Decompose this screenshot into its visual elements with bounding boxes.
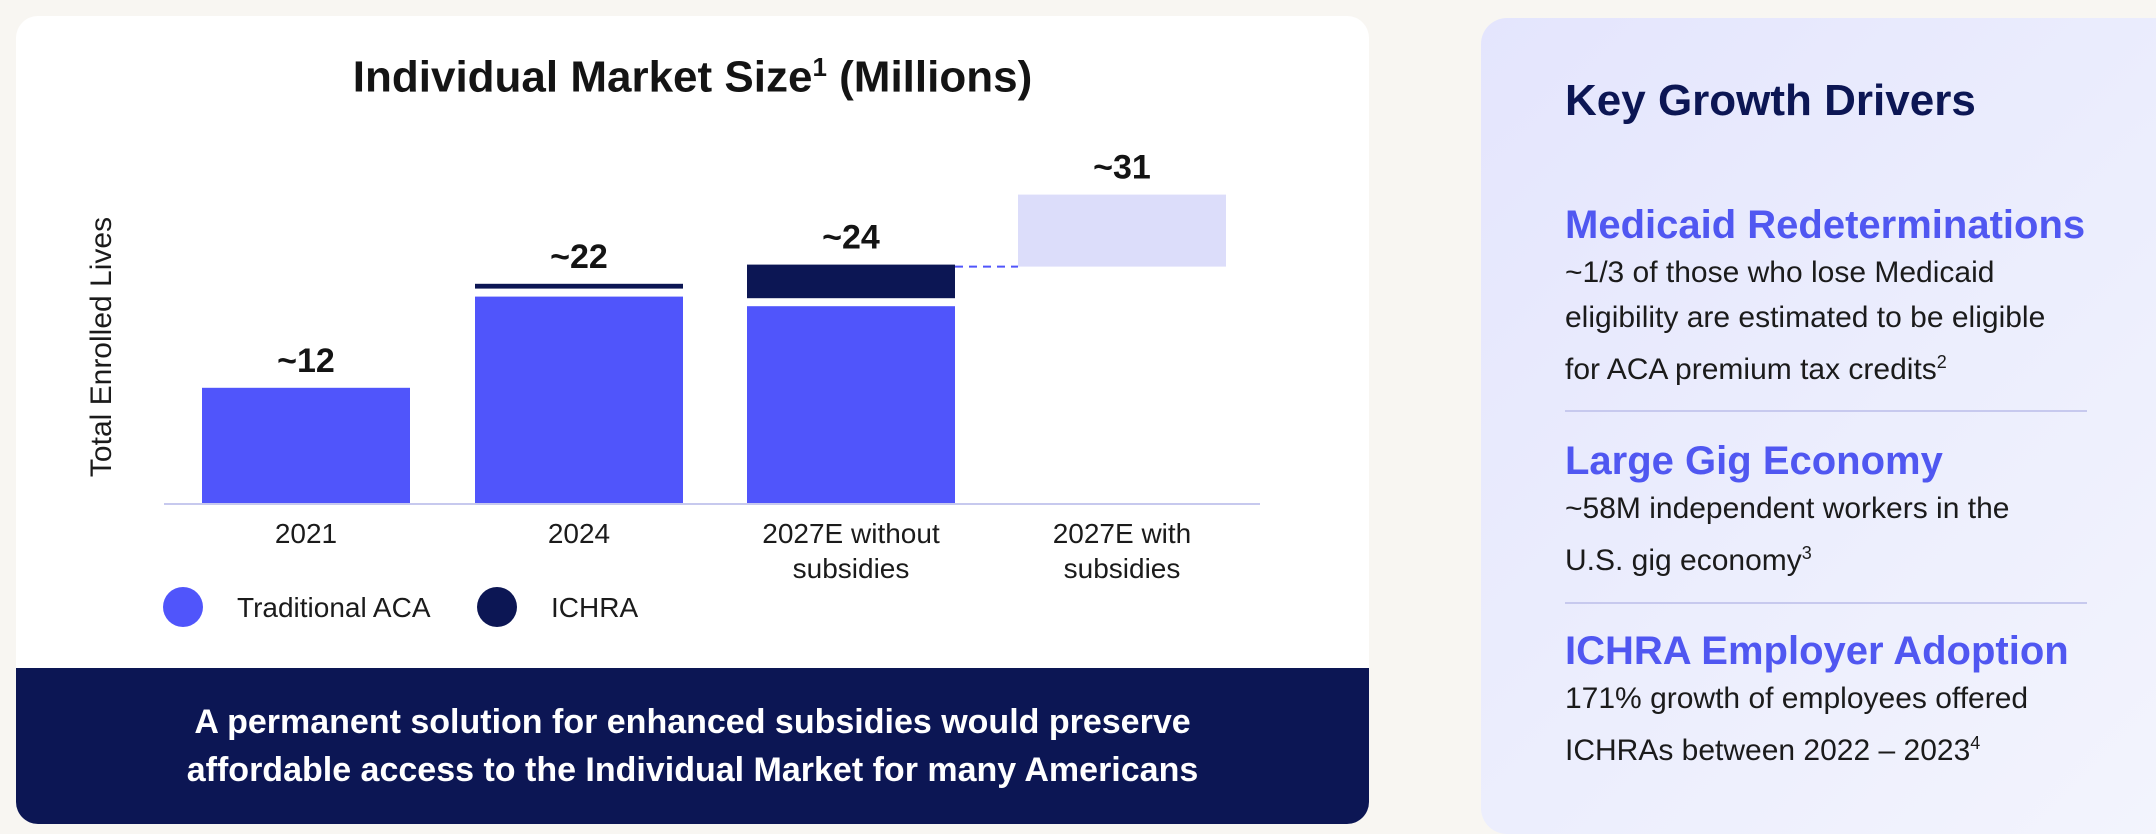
driver-line: eligibility are estimated to be eligible (1565, 301, 2046, 334)
bar-ichra (747, 264, 955, 299)
driver-line-text: for ACA premium tax credits (1565, 353, 1937, 386)
legend-label: ICHRA (551, 592, 638, 623)
bar-increment (1018, 194, 1226, 267)
chart-title: Individual Market Size1 (Millions) (16, 52, 1369, 103)
data-label: ~12 (277, 342, 335, 380)
bar-ichra (475, 283, 683, 289)
driver-medicaid: Medicaid Redeterminations ~1/3 of those … (1565, 200, 2105, 392)
y-axis-label: Total Enrolled Lives (85, 217, 118, 477)
growth-drivers-panel: Key Growth Drivers Medicaid Redeterminat… (1481, 18, 2156, 834)
chart-title-suffix: (Millions) (826, 52, 1033, 102)
legend-swatch (163, 587, 203, 627)
x-tick-label: 2021 (275, 518, 337, 549)
driver-line: U.S. gig economy3 (1565, 531, 2105, 583)
driver-text: 171% growth of employees offered ICHRAs … (1565, 676, 2105, 773)
driver-line: ~58M independent workers in the (1565, 492, 2010, 525)
driver-line: ICHRAs between 2022 – 20234 (1565, 721, 2105, 773)
footnote-marker: 4 (1970, 733, 1981, 753)
market-size-card: Individual Market Size1 (Millions) Total… (16, 16, 1369, 824)
driver-text: ~1/3 of those who lose Medicaid eligibil… (1565, 250, 2105, 392)
driver-text: ~58M independent workers in the U.S. gig… (1565, 486, 2105, 583)
driver-ichra-adoption: ICHRA Employer Adoption 171% growth of e… (1565, 626, 2105, 773)
bar-chart: Total Enrolled Lives ~12 ~22 ~24 ~31 2021 2024… (85, 149, 1260, 627)
x-tick-label: 2027E without (762, 518, 940, 549)
bar-traditional-aca (747, 306, 955, 503)
banner-line-2: affordable access to the Individual Mark… (186, 751, 1199, 789)
legend-swatch (477, 587, 517, 627)
driver-heading: ICHRA Employer Adoption (1565, 629, 2069, 673)
banner-line-1: A permanent solution for enhanced subsid… (194, 703, 1191, 741)
driver-gig-economy: Large Gig Economy ~58M independent worke… (1565, 436, 2105, 583)
x-tick-label: subsidies (1064, 553, 1181, 584)
footnote-marker: 3 (1801, 543, 1812, 563)
chart-title-text: Individual Market Size (352, 52, 813, 102)
driver-line: 171% growth of employees offered (1565, 682, 2029, 715)
x-tick-label: 2027E with (1053, 518, 1192, 549)
driver-heading: Medicaid Redeterminations (1565, 203, 2086, 247)
legend-label: Traditional ACA (237, 592, 431, 623)
driver-line: for ACA premium tax credits2 (1565, 340, 2105, 392)
divider (1565, 410, 2087, 412)
bar-traditional-aca (202, 387, 410, 503)
data-label: ~24 (822, 219, 880, 257)
x-tick-label: 2024 (548, 518, 610, 549)
divider (1565, 602, 2087, 604)
chart-title-footnote: 1 (812, 52, 827, 82)
data-label: ~31 (1093, 149, 1151, 187)
footnote-marker: 2 (1936, 352, 1947, 372)
bar-traditional-aca (475, 296, 683, 503)
subsidy-banner: A permanent solution for enhanced subsid… (16, 668, 1369, 824)
driver-heading: Large Gig Economy (1565, 439, 1943, 483)
driver-line-text: U.S. gig economy (1565, 544, 1802, 577)
growth-drivers-title: Key Growth Drivers (1565, 76, 1976, 125)
data-label: ~22 (550, 238, 608, 276)
driver-line-text: ICHRAs between 2022 – 2023 (1565, 734, 1971, 767)
driver-line: ~1/3 of those who lose Medicaid (1565, 256, 1995, 289)
x-tick-label: subsidies (793, 553, 910, 584)
